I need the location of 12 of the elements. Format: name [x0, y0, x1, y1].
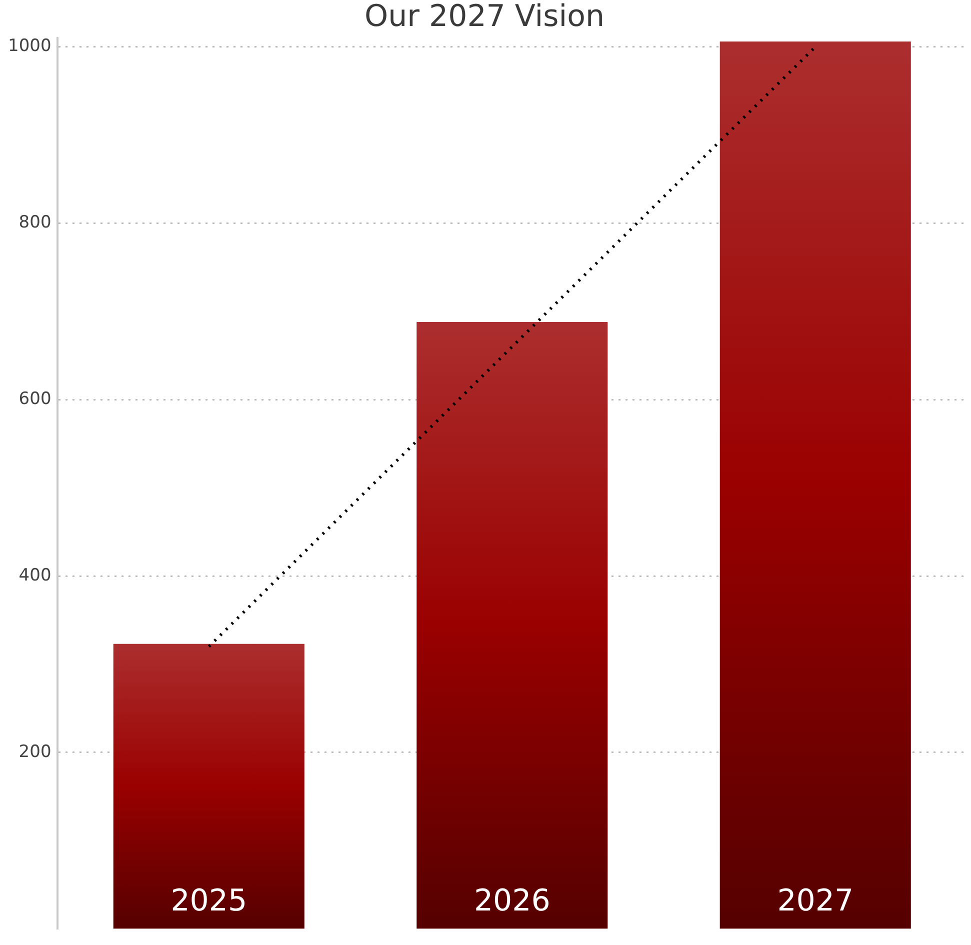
y-tick-label: 400 [18, 565, 52, 586]
y-tick-label: 1000 [8, 36, 52, 56]
x-tick-label: 2025 [170, 884, 248, 919]
bar [416, 322, 608, 929]
chart-title: Our 2027 Vision [364, 0, 604, 34]
x-tick-label: 2026 [474, 884, 550, 919]
y-tick-label: 600 [18, 389, 52, 410]
y-tick-label: 200 [18, 742, 52, 762]
x-tick-label: 2027 [777, 884, 854, 919]
bar [720, 42, 911, 929]
bar [113, 644, 304, 929]
y-tick-label: 800 [18, 212, 52, 233]
